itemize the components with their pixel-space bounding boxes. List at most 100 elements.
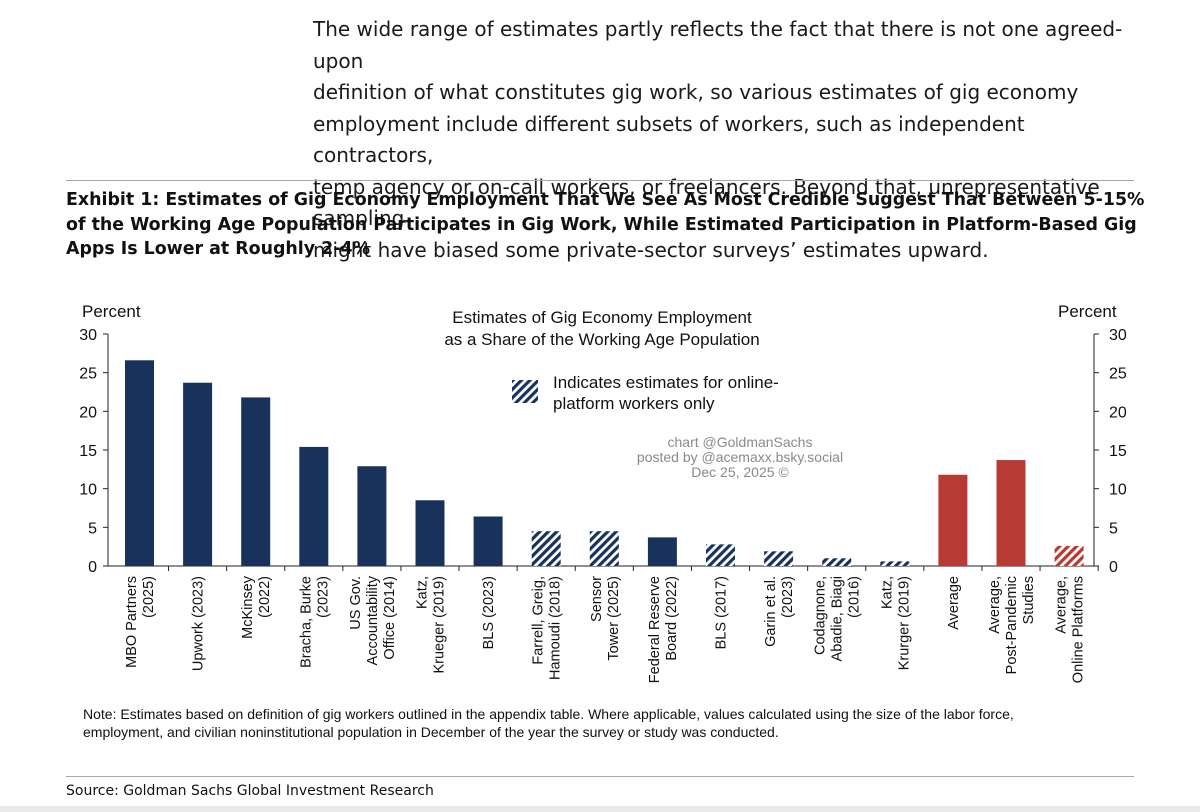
bar [880,561,910,566]
x-category-label-line: Bracha, Burke [298,576,314,668]
right-y-tick-label: 5 [1109,520,1118,537]
bar [299,446,329,566]
right-y-tick-label: 30 [1109,327,1127,344]
left-y-tick-label: 5 [88,520,97,537]
bar [415,500,445,566]
chart-texts: Percent Percent Estimates of Gig Economy E… [82,302,1117,480]
right-y-tick-label: 20 [1109,404,1127,421]
x-category-label-line: MBO Partners [124,576,140,668]
x-category-label-line: Krueger (2019) [432,576,448,674]
legend-label-line: platform workers only [553,394,715,413]
chart-title-line: as a Share of the Working Age Population [444,330,759,349]
x-category-label-line: Abadie, Biagi [830,576,846,661]
right-y-tick-label: 0 [1109,559,1118,576]
chart-x-labels: MBO Partners(2025) Upwork (2023) McKinsey(… [124,575,1087,683]
x-category-label: SensorTower (2025) [589,576,622,661]
bar [938,474,968,566]
right-y-tick-label: 25 [1109,366,1127,383]
x-category-label-line: US Gov. [348,576,364,630]
x-category-label: Average,Online Platforms [1054,576,1087,683]
bar [473,516,503,566]
x-category-label-line: Federal Reserve [647,576,663,683]
x-category-label-line: McKinsey [240,575,256,639]
x-category-label-line: Online Platforms [1071,576,1087,683]
bar [764,551,794,566]
left-y-tick-label: 0 [88,559,97,576]
bar [706,544,735,566]
left-y-tick-label: 25 [79,366,97,383]
chart-note: Note: Estimates based on definition of g… [83,706,1014,740]
x-category-label-line: Upwork (2023) [191,576,207,671]
source-line: Source: Goldman Sachs Global Investment … [66,783,434,799]
right-y-axis-label: Percent [1058,302,1117,321]
x-category-label: McKinsey(2022) [240,575,273,639]
x-category-label-line: Farrell, Greig, [531,576,547,665]
x-category-label: Average,Post-PandemicStudies [987,576,1037,674]
x-category-label-line: Post-Pandemic [1004,576,1020,674]
x-category-label: Katz,Krurger (2019) [879,576,912,670]
x-category-label-line: (2025) [141,576,157,618]
x-category-label: Katz,Krueger (2019) [415,576,448,674]
left-y-tick-label: 20 [79,404,97,421]
x-category-label-line: Tower (2025) [606,576,622,661]
bar [996,460,1026,566]
bar [125,360,154,566]
chart-bars [125,360,1084,566]
top-divider [66,180,1134,181]
bar [822,558,852,566]
left-y-tick-label: 15 [79,443,97,460]
x-category-label: Average [946,576,962,630]
bottom-band [0,806,1200,812]
x-category-label-line: Codagnone, [813,576,829,655]
x-category-label-line: (2023) [315,576,331,618]
bar [647,537,677,566]
x-category-label: US Gov.AccountabilityOffice (2014) [348,575,398,665]
x-category-label-line: (2022) [257,576,273,618]
x-category-label-line: Office (2014) [382,576,398,660]
x-category-label-line: Board (2022) [664,576,680,661]
legend-hatched-swatch [512,380,538,403]
right-y-tick-label: 15 [1109,443,1127,460]
x-category-label: Federal ReserveBoard (2022) [647,576,680,683]
x-category-label-line: Katz, [415,576,431,609]
bottom-divider [66,776,1134,777]
x-category-label: Garin et al.(2023) [763,576,796,647]
right-y-tick-label: 10 [1109,482,1127,499]
x-category-label-line: (2023) [780,576,796,618]
x-category-label-line: BLS (2017) [714,576,730,649]
x-category-label-line: Accountability [365,575,381,665]
x-category-label-line: Katz, [879,576,895,609]
x-category-label: BLS (2017) [714,576,730,649]
x-category-label-line: Garin et al. [763,576,779,647]
x-category-label-line: (2016) [847,576,863,618]
chart-watermark-line: chart @GoldmanSachs [668,434,813,450]
chart-watermark-line: posted by @acemaxx.bsky.social [637,449,843,465]
x-category-label-line: Hamoudi (2018) [548,576,564,680]
x-category-label: Codagnone,Abadie, Biagi(2016) [813,576,863,661]
x-category-label-line: Sensor [589,576,605,622]
left-y-tick-label: 30 [79,327,97,344]
left-y-axis-label: Percent [82,302,141,321]
x-category-label-line: Krurger (2019) [896,576,912,670]
x-category-label-line: Average, [987,576,1003,634]
x-category-label: MBO Partners(2025) [124,576,157,668]
legend-label-line: Indicates estimates for online- [553,373,779,392]
bar [183,382,213,566]
bar [357,466,387,566]
x-category-label-line: Average [946,576,962,630]
x-category-label: BLS (2023) [481,576,497,649]
left-y-tick-label: 10 [79,482,97,499]
x-category-label-line: Studies [1021,576,1037,624]
chart-title-line: Estimates of Gig Economy Employment [452,308,752,327]
x-category-label-line: BLS (2023) [481,576,497,649]
chart-watermark-line: Dec 25, 2025 © [691,464,789,480]
bar [589,531,619,566]
bar [531,531,561,566]
x-category-label-line: Average, [1054,576,1070,634]
bar [1054,545,1084,566]
exhibit-title: Exhibit 1: Estimates of Gig Economy Empl… [66,190,1145,259]
x-category-label: Farrell, Greig,Hamoudi (2018) [531,576,564,680]
x-category-label: Upwork (2023) [191,576,207,671]
x-category-label: Bracha, Burke(2023) [298,576,331,668]
